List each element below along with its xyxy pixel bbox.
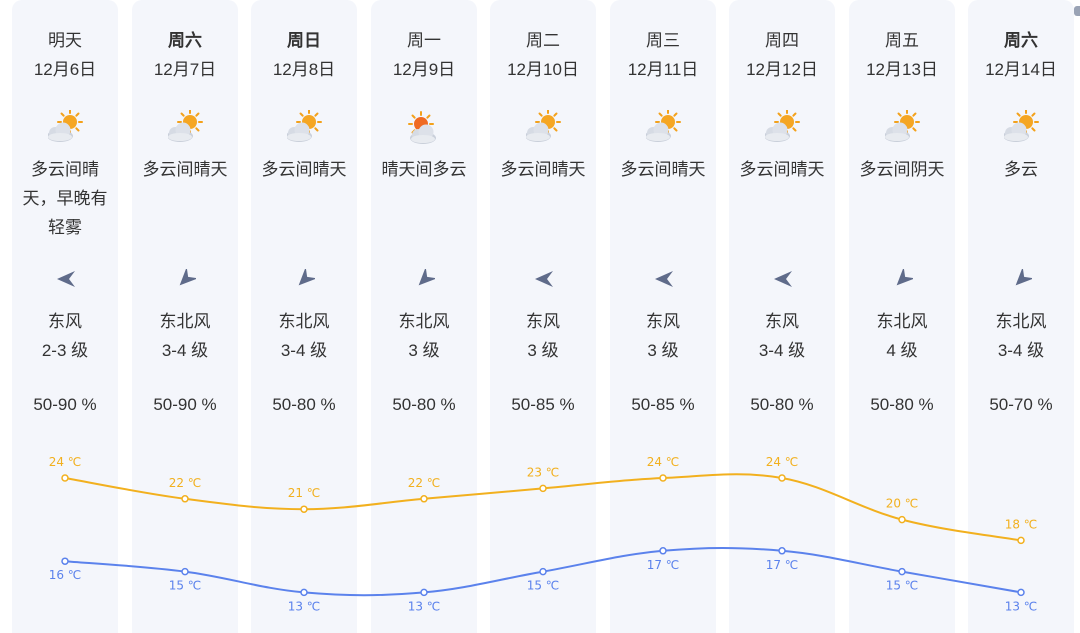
condition-text: 多云间晴天 (142, 160, 228, 179)
day-column: 周日 12月8日 多云间晴天 东北风 3-4 级 50-80 % (251, 0, 357, 633)
partly-cloudy-icon (1004, 110, 1039, 142)
humidity-text: 50-80 % (392, 395, 456, 414)
weekday-label: 明天 (48, 31, 82, 50)
date-label: 12月7日 (153, 60, 217, 79)
wind-level-text: 3-4 级 (161, 341, 209, 360)
weekday-label: 周三 (646, 31, 680, 50)
humidity-text: 50-80 % (870, 395, 934, 414)
date-label: 12月13日 (866, 60, 938, 79)
partly-cloudy-icon (765, 110, 800, 142)
wind-level-text: 3-4 级 (280, 341, 328, 360)
day-column: 周五 12月13日 多云间阴天 东北风 4 级 50-80 % (849, 0, 955, 633)
partly-cloudy-icon (646, 110, 681, 142)
partly-cloudy-icon (48, 110, 83, 142)
weekday-label: 周日 (287, 31, 321, 50)
wind-level-text: 4 级 (886, 341, 918, 360)
wind-direction-text: 东北风 (159, 312, 211, 331)
wind-arrow-southwest-icon (179, 269, 196, 286)
condition-text: 多云 (1004, 160, 1038, 179)
weekday-label: 周五 (885, 31, 919, 50)
day-column: 明天 12月6日 多云间晴天，早晚有轻雾 东风 2-3 级 50-90 % (12, 0, 118, 633)
wind-direction-text: 东风 (765, 312, 799, 331)
humidity-text: 50-90 % (33, 395, 97, 414)
humidity-text: 50-85 % (511, 395, 575, 414)
wind-direction-text: 东北风 (995, 312, 1047, 331)
date-label: 12月6日 (33, 60, 97, 79)
wind-level-text: 3-4 级 (758, 341, 806, 360)
partly-cloudy-icon (526, 110, 561, 142)
condition-text: 多云间晴天 (620, 160, 706, 179)
condition-text: 多云间晴天，早晚有轻雾 (22, 160, 108, 237)
weekday-label: 周四 (765, 31, 799, 50)
wind-direction-text: 东风 (526, 312, 560, 331)
day-column: 周六 12月7日 多云间晴天 东北风 3-4 级 50-90 % (132, 0, 238, 633)
partly-cloudy-icon (287, 110, 322, 142)
wind-arrow-southwest-icon (298, 269, 315, 286)
wind-arrow-west-icon (774, 271, 792, 287)
wind-direction-text: 东风 (646, 312, 680, 331)
wind-level-text: 3-4 级 (997, 341, 1045, 360)
day-column: 周六 12月14日 多云 东北风 3-4 级 50-70 % (968, 0, 1074, 633)
wind-level-text: 2-3 级 (41, 341, 89, 360)
day-column: 周四 12月12日 多云间晴天 东风 3-4 级 50-80 % (729, 0, 835, 633)
weekday-label: 周六 (168, 31, 202, 50)
date-label: 12月14日 (985, 60, 1057, 79)
wind-level-text: 3 级 (527, 341, 559, 360)
humidity-text: 50-80 % (272, 395, 336, 414)
wind-arrow-southwest-icon (1015, 269, 1032, 286)
day-column: 周二 12月10日 多云间晴天 东风 3 级 50-85 % (490, 0, 596, 633)
sunny-cloudy-icon (408, 111, 436, 144)
wind-arrow-southwest-icon (896, 269, 913, 286)
wind-arrow-west-icon (535, 271, 553, 287)
weekday-label: 周二 (526, 31, 560, 50)
condition-text: 多云间晴天 (739, 160, 825, 179)
wind-direction-text: 东风 (48, 312, 82, 331)
day-column: 周一 12月9日 晴天间多云 东北风 3 级 50-80 % (371, 0, 477, 633)
condition-text: 晴天间多云 (381, 160, 467, 179)
humidity-text: 50-90 % (153, 395, 217, 414)
wind-direction-text: 东北风 (876, 312, 928, 331)
wind-arrow-west-icon (655, 271, 673, 287)
date-label: 12月9日 (392, 60, 456, 79)
wind-arrow-west-icon (57, 271, 75, 287)
condition-text: 多云间晴天 (500, 160, 586, 179)
wind-direction-text: 东北风 (398, 312, 450, 331)
wind-direction-text: 东北风 (278, 312, 330, 331)
date-label: 12月11日 (627, 60, 699, 79)
date-label: 12月8日 (272, 60, 336, 79)
humidity-text: 50-80 % (750, 395, 814, 414)
humidity-text: 50-70 % (989, 395, 1053, 414)
partly-cloudy-icon (168, 110, 203, 142)
wind-level-text: 3 级 (408, 341, 440, 360)
day-column: 周三 12月11日 多云间晴天 东风 3 级 50-85 % (610, 0, 716, 633)
humidity-text: 50-85 % (631, 395, 695, 414)
partly-cloudy-icon (885, 110, 920, 142)
wind-level-text: 3 级 (647, 341, 679, 360)
condition-text: 多云间阴天 (859, 160, 945, 179)
weekday-label: 周一 (407, 31, 441, 50)
weekday-label: 周六 (1004, 31, 1038, 50)
condition-text: 多云间晴天 (261, 160, 347, 179)
scroll-indicator (1074, 6, 1080, 16)
wind-arrow-southwest-icon (418, 269, 435, 286)
date-label: 12月12日 (746, 60, 818, 79)
date-label: 12月10日 (507, 60, 579, 79)
